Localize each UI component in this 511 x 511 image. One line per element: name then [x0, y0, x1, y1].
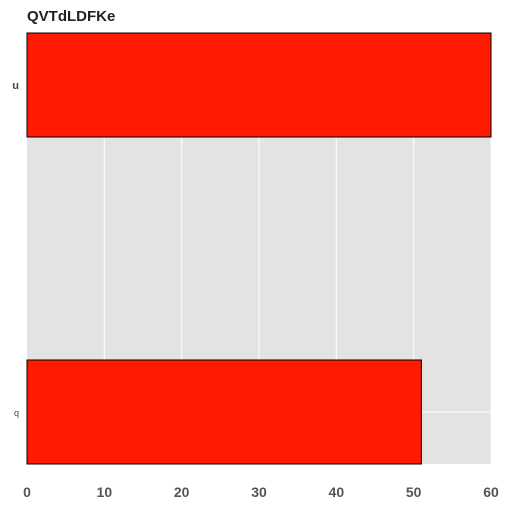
bar-u [26, 32, 492, 138]
y-axis-categories: uq [12, 80, 19, 418]
x-tick-label-50: 50 [406, 484, 422, 500]
x-axis-ticks: 0 10 20 30 40 50 60 [23, 484, 499, 500]
x-tick-label-0: 0 [23, 484, 31, 500]
x-tick-label-20: 20 [174, 484, 190, 500]
x-tick-label-60: 60 [483, 484, 499, 500]
bar-q [26, 359, 422, 465]
bars [26, 32, 492, 465]
x-tick-label-10: 10 [97, 484, 113, 500]
x-tick-label-30: 30 [251, 484, 267, 500]
x-tick-label-40: 40 [329, 484, 345, 500]
y-category-label-u: u [12, 80, 19, 92]
chart-title: QVTdLDFKe [27, 8, 116, 25]
y-category-label-q: q [14, 408, 19, 418]
